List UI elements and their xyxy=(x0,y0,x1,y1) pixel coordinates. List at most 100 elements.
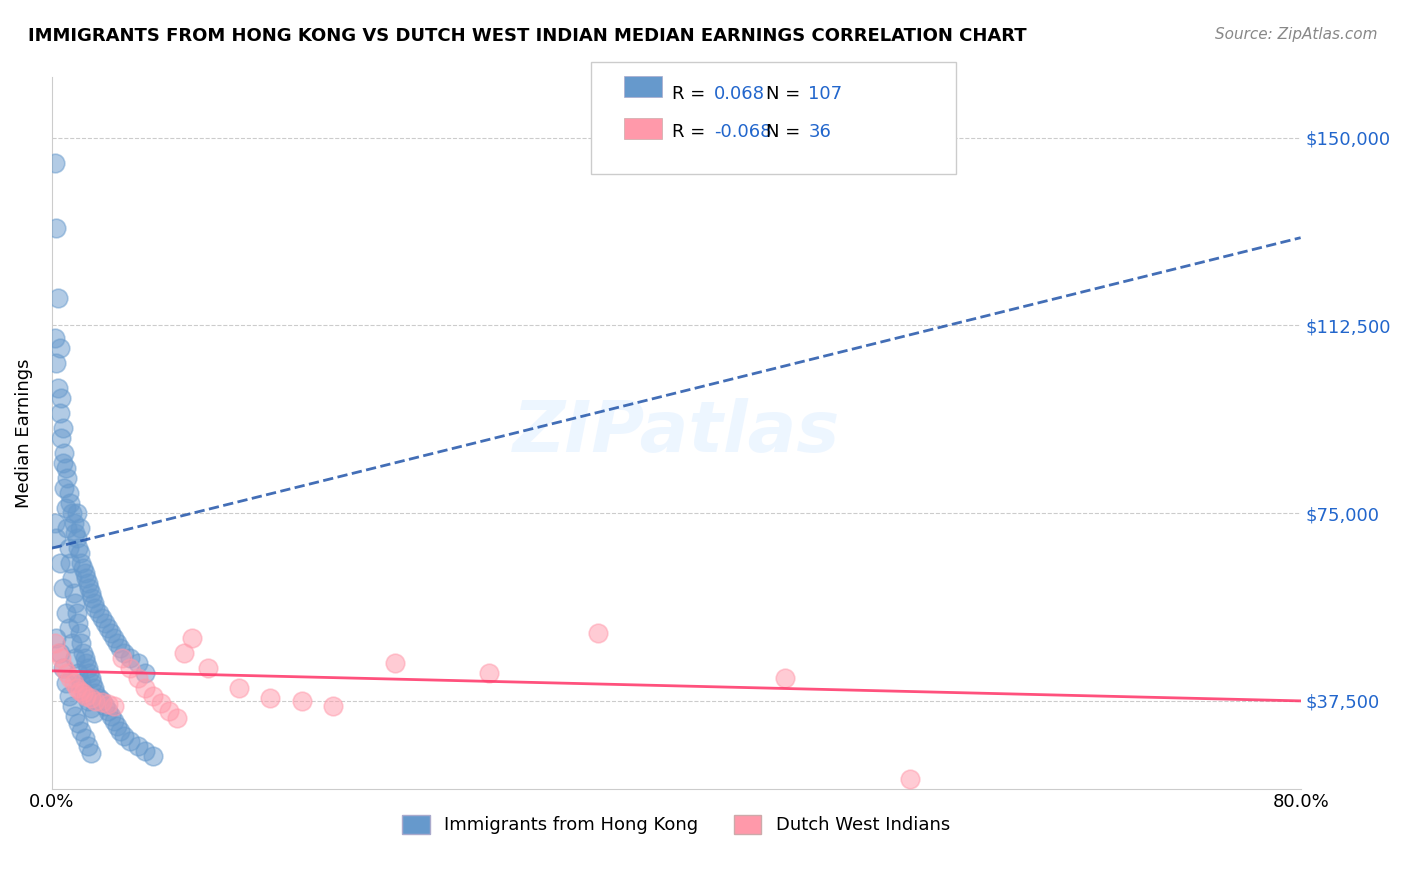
Point xyxy=(59,556,82,570)
Point xyxy=(103,632,125,646)
Point xyxy=(75,571,97,585)
Point xyxy=(103,698,125,713)
Point xyxy=(83,681,105,696)
Point xyxy=(62,676,84,690)
Point xyxy=(45,531,67,545)
Point xyxy=(70,636,93,650)
Point xyxy=(56,666,79,681)
Point xyxy=(58,689,80,703)
Point xyxy=(66,531,89,545)
Point xyxy=(105,719,128,733)
Point xyxy=(62,516,84,530)
Point xyxy=(118,661,141,675)
Point xyxy=(60,698,83,713)
Point xyxy=(48,646,70,660)
Point xyxy=(70,676,93,690)
Point xyxy=(73,651,96,665)
Point xyxy=(46,646,69,660)
Text: R =: R = xyxy=(672,85,711,103)
Point xyxy=(76,661,98,675)
Text: 107: 107 xyxy=(808,85,842,103)
Point xyxy=(63,526,86,541)
Point xyxy=(112,729,135,743)
Point xyxy=(66,506,89,520)
Point xyxy=(44,155,66,169)
Point xyxy=(127,739,149,753)
Point xyxy=(90,694,112,708)
Point xyxy=(84,694,107,708)
Point xyxy=(112,646,135,660)
Point xyxy=(80,691,103,706)
Point xyxy=(586,626,609,640)
Point xyxy=(69,521,91,535)
Point xyxy=(100,626,122,640)
Point xyxy=(173,646,195,660)
Text: Source: ZipAtlas.com: Source: ZipAtlas.com xyxy=(1215,27,1378,42)
Point xyxy=(46,381,69,395)
Point xyxy=(49,431,72,445)
Point xyxy=(53,661,76,675)
Text: 0.068: 0.068 xyxy=(714,85,765,103)
Point xyxy=(56,471,79,485)
Point xyxy=(84,686,107,700)
Point xyxy=(49,391,72,405)
Point xyxy=(63,596,86,610)
Point xyxy=(69,546,91,560)
Point xyxy=(60,506,83,520)
Legend: Immigrants from Hong Kong, Dutch West Indians: Immigrants from Hong Kong, Dutch West In… xyxy=(394,806,959,844)
Point xyxy=(80,747,103,761)
Point xyxy=(67,666,90,681)
Text: IMMIGRANTS FROM HONG KONG VS DUTCH WEST INDIAN MEDIAN EARNINGS CORRELATION CHART: IMMIGRANTS FROM HONG KONG VS DUTCH WEST … xyxy=(28,27,1026,45)
Point xyxy=(84,601,107,615)
Point xyxy=(53,481,76,495)
Point xyxy=(44,331,66,345)
Point xyxy=(134,666,156,681)
Point xyxy=(67,716,90,731)
Text: N =: N = xyxy=(766,123,806,141)
Point xyxy=(134,744,156,758)
Point xyxy=(55,607,77,621)
Point xyxy=(97,621,120,635)
Point xyxy=(118,651,141,665)
Point xyxy=(83,596,105,610)
Point xyxy=(90,611,112,625)
Point xyxy=(52,421,75,435)
Point xyxy=(53,446,76,460)
Point xyxy=(45,356,67,370)
Point xyxy=(259,691,281,706)
Point xyxy=(157,704,180,718)
Point xyxy=(83,706,105,721)
Point xyxy=(66,681,89,696)
Point xyxy=(46,291,69,305)
Point xyxy=(72,686,94,700)
Point xyxy=(59,496,82,510)
Point xyxy=(69,626,91,640)
Point xyxy=(82,676,104,690)
Point xyxy=(66,607,89,621)
Point xyxy=(73,731,96,746)
Point xyxy=(110,723,132,738)
Point xyxy=(80,671,103,685)
Point xyxy=(150,697,173,711)
Point xyxy=(56,521,79,535)
Point xyxy=(97,698,120,712)
Point xyxy=(103,714,125,728)
Point xyxy=(87,691,110,706)
Point xyxy=(52,456,75,470)
Point xyxy=(62,586,84,600)
Point xyxy=(228,681,250,696)
Text: -0.068: -0.068 xyxy=(714,123,772,141)
Point xyxy=(55,501,77,516)
Point xyxy=(76,739,98,753)
Point xyxy=(70,723,93,738)
Point xyxy=(63,651,86,665)
Point xyxy=(76,576,98,591)
Point xyxy=(94,616,117,631)
Point xyxy=(44,636,66,650)
Point xyxy=(67,541,90,556)
Point xyxy=(290,694,312,708)
Point xyxy=(97,704,120,718)
Point xyxy=(75,657,97,671)
Point xyxy=(69,684,91,698)
Point xyxy=(70,556,93,570)
